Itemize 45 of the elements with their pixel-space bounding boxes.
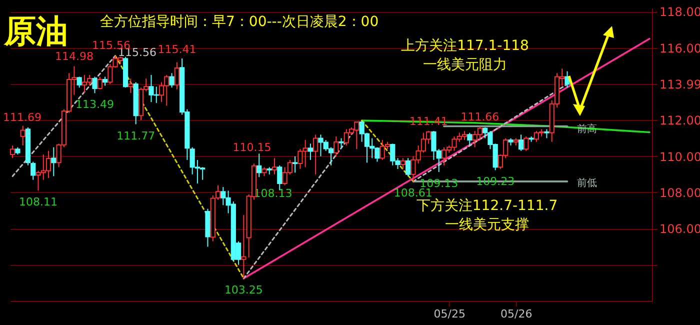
candlestick	[256, 153, 262, 178]
annotation: 110.15	[232, 141, 272, 154]
candlestick	[128, 78, 134, 94]
annotation: 108.13	[254, 187, 292, 200]
candlestick	[405, 158, 411, 177]
candlestick	[564, 70, 570, 88]
candlestick	[518, 134, 524, 152]
x-tick-label: 05/26	[500, 308, 532, 320]
candlestick	[272, 158, 278, 175]
annotation: 111.69	[3, 111, 42, 124]
annotation: 111.77	[116, 129, 156, 142]
candlestick	[467, 132, 472, 146]
annotation: 下方关注112.7-111.7 一线美元支撑	[416, 198, 558, 233]
annotation: 上方关注117.1-118 一线美元阻力	[401, 38, 529, 73]
candlestick	[241, 214, 246, 279]
annotation: 114.98	[54, 50, 94, 64]
x-tick-label: 05/25	[434, 308, 466, 320]
candlestick	[51, 146, 56, 177]
candlestick	[524, 136, 529, 152]
annotation: 前低	[577, 177, 597, 189]
candlestick	[169, 72, 174, 88]
annotation: 115.41	[158, 43, 196, 56]
candlestick	[92, 76, 98, 94]
chart-subtitle: 全方位指导时间：早7：00---次日凌晨2：00	[100, 14, 379, 30]
candlestick	[400, 158, 406, 170]
annotation: 108.11	[19, 195, 58, 208]
candlestick	[174, 62, 180, 90]
candlestick	[30, 161, 36, 180]
candlestick	[334, 136, 339, 157]
candlestick	[10, 144, 16, 159]
annotation: 113.49	[75, 98, 114, 112]
candlestick	[262, 166, 267, 177]
candlestick	[313, 134, 318, 175]
candlestick	[308, 143, 314, 160]
candlestick	[97, 76, 102, 90]
candlestick	[102, 76, 108, 86]
candlestick	[20, 125, 26, 146]
annotation: 103.25	[224, 283, 263, 296]
annotation: 111.66	[460, 110, 500, 124]
candlestick	[544, 128, 550, 139]
candlestick	[76, 76, 82, 88]
candlestick	[292, 156, 298, 174]
candlestick	[338, 138, 344, 148]
annotation: 108.61	[394, 186, 432, 200]
chart-title: 原油	[3, 12, 68, 50]
